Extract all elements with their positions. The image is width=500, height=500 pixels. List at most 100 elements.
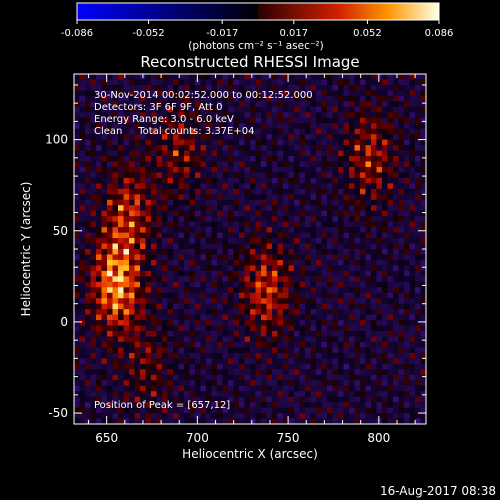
heatmap-cell xyxy=(277,314,284,321)
heatmap-cell xyxy=(156,265,163,272)
heatmap-cell xyxy=(173,292,179,299)
heatmap-cell xyxy=(195,205,201,212)
heatmap-cell xyxy=(354,249,361,255)
heatmap-cell xyxy=(288,380,295,387)
heatmap-cell xyxy=(365,90,372,97)
heatmap-cell xyxy=(134,380,141,387)
heatmap-cell xyxy=(387,166,394,173)
heatmap-cell xyxy=(310,227,317,233)
heatmap-cell xyxy=(305,314,311,321)
heatmap-cell xyxy=(90,183,97,190)
heatmap-cell xyxy=(343,418,350,424)
heatmap-cell xyxy=(228,238,234,244)
heatmap-cell xyxy=(261,358,267,365)
heatmap-cell xyxy=(338,145,344,151)
heatmap-cell xyxy=(134,254,141,261)
heatmap-cell xyxy=(134,156,141,162)
heatmap-cell xyxy=(107,396,113,403)
heatmap-cell xyxy=(354,418,361,424)
heatmap-cell xyxy=(255,385,262,392)
heatmap-cell xyxy=(321,254,328,261)
heatmap-cell xyxy=(178,90,185,97)
heatmap-cell xyxy=(112,134,119,140)
heatmap-cell xyxy=(96,287,102,294)
heatmap-cell xyxy=(250,243,256,250)
heatmap-cell xyxy=(178,156,185,162)
heatmap-cell xyxy=(118,298,124,304)
heatmap-cell xyxy=(90,396,97,403)
heatmap-cell xyxy=(195,358,201,365)
heatmap-cell xyxy=(261,413,267,419)
heatmap-cell xyxy=(354,358,361,365)
heatmap-cell xyxy=(96,276,102,283)
heatmap-cell xyxy=(151,270,157,277)
heatmap-cell xyxy=(316,254,322,261)
heatmap-cell xyxy=(393,188,399,195)
heatmap-cell xyxy=(288,183,295,190)
heatmap-cell xyxy=(415,106,421,113)
heatmap-cell xyxy=(200,95,207,102)
heatmap-cell xyxy=(310,363,317,370)
heatmap-cell xyxy=(178,79,185,86)
heatmap-cell xyxy=(200,243,207,250)
heatmap-cell xyxy=(255,391,262,397)
heatmap-cell xyxy=(178,347,185,354)
heatmap-cell xyxy=(107,391,113,397)
heatmap-cell xyxy=(79,292,86,299)
heatmap-cell xyxy=(90,101,97,108)
heatmap-cell xyxy=(338,95,344,102)
heatmap-cell xyxy=(420,281,426,288)
heatmap-cell xyxy=(305,101,311,108)
heatmap-cell xyxy=(74,74,80,80)
heatmap-cell xyxy=(244,128,251,135)
heatmap-cell xyxy=(178,194,185,201)
heatmap-cell xyxy=(239,320,245,326)
heatmap-cell xyxy=(420,90,426,97)
heatmap-cell xyxy=(365,413,372,419)
heatmap-cell xyxy=(299,101,306,108)
heatmap-cell xyxy=(118,281,124,288)
heatmap-cell xyxy=(74,238,80,244)
heatmap-cell xyxy=(156,101,163,108)
heatmap-cell xyxy=(332,314,339,321)
heatmap-cell xyxy=(85,79,91,86)
heatmap-cell xyxy=(217,331,223,337)
heatmap-cell xyxy=(178,172,185,179)
heatmap-cell xyxy=(288,270,295,277)
heatmap-cell xyxy=(228,358,234,365)
heatmap-cell xyxy=(200,254,207,261)
heatmap-cell xyxy=(316,418,322,424)
heatmap-cell xyxy=(310,413,317,419)
heatmap-cell xyxy=(228,287,234,294)
heatmap-cell xyxy=(327,161,333,168)
heatmap-cell xyxy=(393,249,399,255)
heatmap-cell xyxy=(244,298,251,304)
heatmap-cell xyxy=(316,112,322,119)
heatmap-cell xyxy=(140,352,146,359)
heatmap-cell xyxy=(129,249,135,255)
heatmap-cell xyxy=(294,347,300,354)
heatmap-cell xyxy=(316,325,322,332)
heatmap-cell xyxy=(178,205,185,212)
heatmap-cell xyxy=(233,134,240,140)
heatmap-cell xyxy=(393,145,399,151)
heatmap-cell xyxy=(244,259,251,266)
heatmap-cell xyxy=(294,221,300,228)
heatmap-cell xyxy=(404,79,410,86)
heatmap-cell xyxy=(415,183,421,190)
heatmap-cell xyxy=(200,391,207,397)
heatmap-cell xyxy=(151,369,157,376)
heatmap-cell xyxy=(365,227,372,233)
heatmap-cell xyxy=(101,84,108,91)
heatmap-cell xyxy=(151,161,157,168)
heatmap-cell xyxy=(112,145,119,151)
heatmap-cell xyxy=(222,216,229,222)
heatmap-cell xyxy=(250,84,256,91)
heatmap-cell xyxy=(239,112,245,119)
heatmap-cell xyxy=(283,117,289,124)
heatmap-cell xyxy=(118,249,124,255)
heatmap-cell xyxy=(371,314,377,321)
heatmap-cell xyxy=(255,161,262,168)
heatmap-cell xyxy=(255,413,262,419)
heatmap-cell xyxy=(310,249,317,255)
